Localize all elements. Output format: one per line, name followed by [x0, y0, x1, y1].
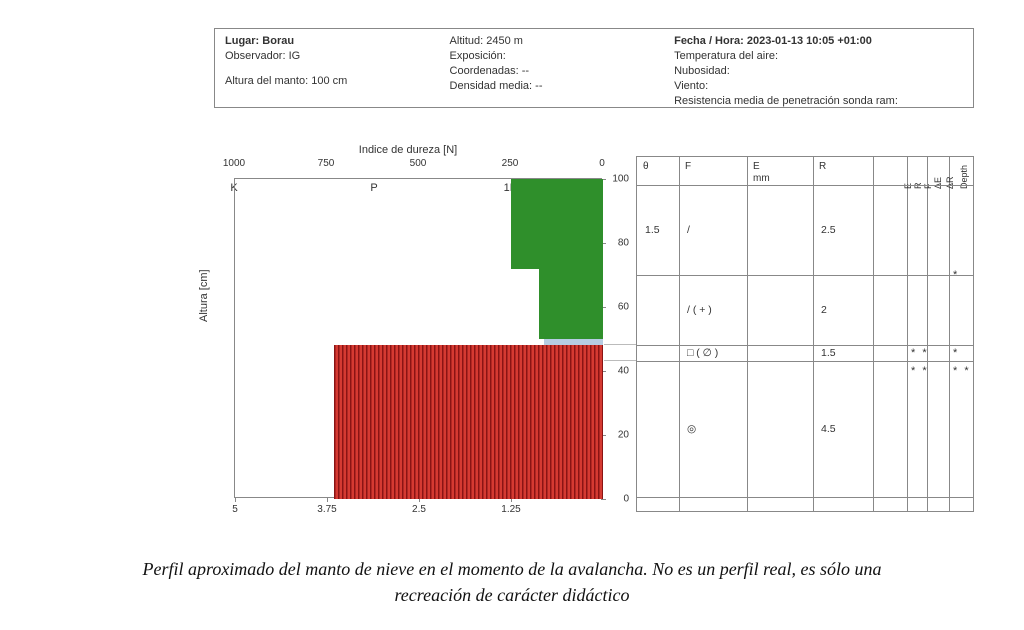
top-tick: 500	[410, 158, 427, 169]
table-header-rot: ΔE	[933, 177, 943, 189]
table-header: θ	[643, 161, 649, 172]
exposicion-label: Exposición:	[450, 50, 506, 62]
coordenadas-value: --	[522, 65, 529, 77]
table-cell: 2	[821, 304, 827, 316]
table-cell: 4.5	[821, 423, 836, 435]
table-cell: 1.5	[821, 347, 836, 359]
y-tick: 100	[612, 174, 629, 185]
densidad-value: --	[535, 80, 542, 92]
y-tick: 60	[618, 302, 629, 313]
connector-line	[604, 344, 636, 345]
table-cell: 2.5	[821, 224, 836, 236]
header-col-2: Altitud: 2450 m Exposición: Coordenadas:…	[450, 35, 675, 110]
y-tick: 80	[618, 238, 629, 249]
temp-label: Temperatura del aire:	[674, 50, 778, 62]
table-header-rot: ΔR	[945, 176, 955, 189]
hardness-profile-chart: Indice de dureza [N] Altura [cm] 1000750…	[214, 152, 634, 522]
coordenadas-label: Coordenadas:	[450, 65, 519, 77]
plot-region: 100806040200 53.752.51.25	[234, 178, 602, 498]
y-tick: 40	[618, 366, 629, 377]
observador-label: Observador:	[225, 50, 286, 62]
connector-line	[604, 360, 636, 361]
nubosidad-label: Nubosidad:	[674, 65, 730, 77]
y-tick: 0	[623, 494, 629, 505]
altitud-value: 2450 m	[486, 35, 523, 47]
bottom-tick: 1.25	[501, 504, 520, 515]
flag-stars: *	[953, 347, 959, 359]
top-tick: 0	[599, 158, 605, 169]
table-cell: 1.5	[645, 224, 660, 236]
figure-caption: Perfil aproximado del manto de nieve en …	[0, 556, 1024, 608]
top-tick: 750	[318, 158, 335, 169]
top-tick: 1000	[223, 158, 245, 169]
table-header: F	[685, 161, 691, 172]
flag-stars: * *	[911, 365, 929, 377]
table-cell: ◎	[687, 423, 696, 435]
observador-value: IG	[289, 50, 301, 62]
altura-manto-label: Altura del manto:	[225, 75, 308, 87]
lugar-label: Lugar:	[225, 35, 259, 47]
viento-label: Viento:	[674, 80, 708, 92]
lugar-value: Borau	[262, 35, 294, 47]
caption-line1: Perfil aproximado del manto de nieve en …	[142, 559, 881, 579]
axis-y-title: Altura [cm]	[198, 269, 210, 322]
densidad-label: Densidad media:	[450, 80, 533, 92]
bottom-tick: 5	[232, 504, 238, 515]
axis-top-title: Indice de dureza [N]	[214, 144, 602, 156]
y-tick: 20	[618, 430, 629, 441]
fecha-label: Fecha / Hora:	[674, 35, 744, 47]
layer-table: θFEmmRERFΔEΔRDepth1.5/2.5/ ( + )2□ ( ∅ )…	[636, 156, 974, 512]
top-tick: 250	[502, 158, 519, 169]
flag-stars: * *	[911, 347, 929, 359]
table-header: R	[819, 161, 826, 172]
header-col-1: Lugar: Borau Observador: IG Altura del m…	[225, 35, 450, 110]
header-panel: Lugar: Borau Observador: IG Altura del m…	[214, 28, 974, 108]
resist-label: Resistencia media de penetración sonda r…	[674, 95, 898, 107]
bottom-tick: 2.5	[412, 504, 426, 515]
altura-manto-value: 100 cm	[311, 75, 347, 87]
layer-green-mid	[539, 269, 603, 339]
bottom-tick: 3.75	[317, 504, 336, 515]
table-cell: / ( + )	[687, 304, 712, 316]
layer-green-top	[511, 179, 603, 269]
table-cell: □ ( ∅ )	[687, 347, 718, 359]
fecha-value: 2023-01-13 10:05 +01:00	[747, 35, 872, 47]
layer-red-bottom	[334, 345, 603, 499]
flag-stars: *	[953, 269, 959, 281]
altitud-label: Altitud:	[450, 35, 484, 47]
table-cell: /	[687, 224, 690, 236]
flag-stars: * *	[953, 365, 971, 377]
header-col-3: Fecha / Hora: 2023-01-13 10:05 +01:00 Te…	[674, 35, 963, 110]
table-header: E	[753, 161, 760, 172]
caption-line2: recreación de carácter didáctico	[394, 585, 629, 605]
table-header: mm	[753, 173, 770, 184]
header-columns: Lugar: Borau Observador: IG Altura del m…	[225, 35, 963, 110]
